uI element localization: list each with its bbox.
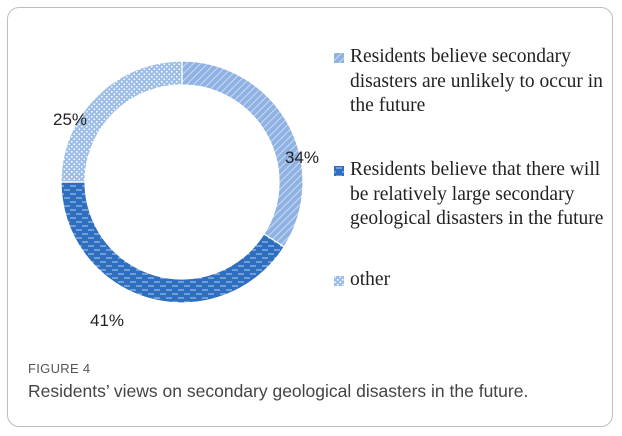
figure-frame: 34% 41% 25% Residents believe secondary … [7, 7, 613, 427]
legend-item-other: other [334, 268, 390, 293]
legend-swatch-diagonal-icon [334, 53, 344, 63]
legend-item-large-disasters: Residents believe that there will be rel… [334, 158, 609, 232]
donut-slice-large-disasters [60, 181, 285, 304]
legend-label-large-disasters: Residents believe that there will be rel… [350, 159, 604, 229]
figure-caption: Residents’ views on secondary geological… [28, 381, 529, 401]
donut-slices [60, 60, 304, 304]
donut-slice-other [60, 60, 183, 183]
legend-label-other: other [350, 269, 391, 290]
donut-chart [60, 60, 304, 304]
legend-swatch-dots-icon [334, 276, 344, 286]
slice-value-label-2: 41% [90, 311, 125, 330]
legend-label-unlikely: Residents believe secondary disasters ar… [350, 46, 603, 116]
legend-item-unlikely: Residents believe secondary disasters ar… [334, 45, 609, 119]
slice-value-label-1: 34% [285, 148, 320, 167]
legend-swatch-dashes-icon [334, 166, 344, 176]
figure-label: FIGURE 4 [28, 361, 91, 376]
slice-value-label-3: 25% [53, 110, 88, 129]
